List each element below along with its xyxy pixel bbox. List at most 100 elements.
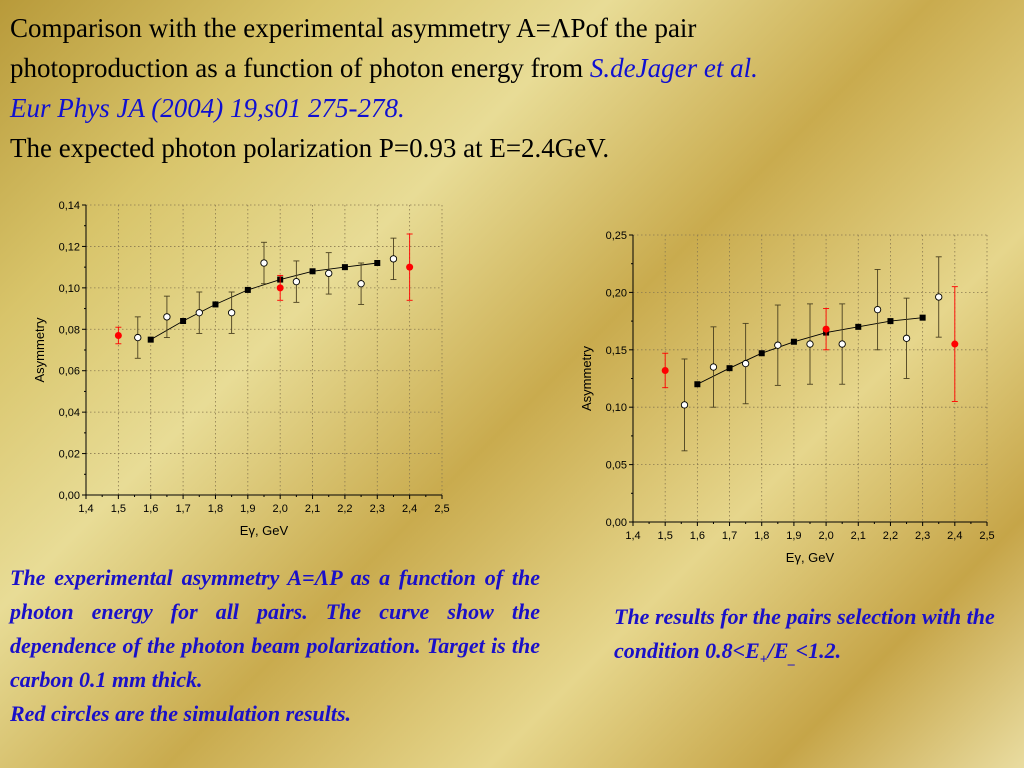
polarization-point <box>244 286 251 293</box>
header-line-1: Comparison with the experimental asymmet… <box>10 13 697 43</box>
x-tick-label: 2,2 <box>883 530 898 542</box>
y-tick-label: 0,20 <box>606 287 627 299</box>
experiment-point <box>357 280 365 288</box>
x-tick-label: 1,8 <box>208 503 223 515</box>
x-axis-title: Eγ, GeV <box>786 550 835 565</box>
x-tick-label: 1,7 <box>722 530 737 542</box>
caption-all-pairs: The experimental asymmetry A=ΛP as a fun… <box>10 561 540 731</box>
experiment-point <box>873 305 882 314</box>
x-tick-label: 1,7 <box>175 503 190 515</box>
polarization-point <box>887 318 894 325</box>
caption-sub-plus: + <box>759 652 768 668</box>
experiment-point <box>806 340 814 348</box>
x-tick-label: 2,4 <box>402 503 417 515</box>
experiment-point <box>935 293 943 301</box>
simulation-point <box>951 340 959 348</box>
x-tick-label: 2,1 <box>305 503 320 515</box>
x-tick-label: 1,5 <box>658 530 673 542</box>
polarization-point <box>147 336 154 343</box>
simulation-point <box>276 284 284 292</box>
y-tick-label: 0,00 <box>606 517 627 529</box>
polarization-point <box>180 318 187 324</box>
experiment-point <box>902 334 911 342</box>
asymmetry-chart-selected-pairs: 1,4 1,5 1,6 1,7 1,8 1,9 2,0 2,1 2,2 2,3 2,4 2,5 0,00… <box>570 222 1010 582</box>
y-tick-label: 0,10 <box>606 402 627 414</box>
reference-journal: Eur Phys JA (2004) 19,s01 275-278. <box>10 93 405 123</box>
simulation-point <box>661 366 669 374</box>
x-tick-label: 2,0 <box>273 503 288 515</box>
x-tick-label: 2,5 <box>434 503 449 515</box>
y-tick-label: 0,15 <box>606 345 627 357</box>
y-axis-title: Asymmetry <box>32 317 47 383</box>
experiment-point <box>680 401 689 409</box>
polarization-point <box>341 264 348 271</box>
asymmetry-chart-all-pairs-svg: 1,4 1,5 1,6 1,7 1,8 1,9 2,0 2,1 2,2 2,3 2,4 2,5 0,00… <box>32 200 450 538</box>
x-tick-label: 2,0 <box>818 530 833 542</box>
simulation-point <box>822 325 830 333</box>
y-tick-label: 0,08 <box>59 324 80 336</box>
polarization-point <box>919 314 926 321</box>
polarization-point <box>374 260 381 266</box>
x-axis-title: Eγ, GeV <box>240 523 289 538</box>
header-line-2-text: photoproduction as a function of photon … <box>10 53 590 83</box>
experiment-point <box>774 341 782 349</box>
x-tick-label: 1,4 <box>625 530 640 542</box>
polarization-point <box>855 323 862 330</box>
experiment-point <box>325 269 333 278</box>
caption-selected-text-c: <1.2. <box>795 638 842 663</box>
x-tick-label: 1,9 <box>786 530 801 542</box>
reference-authors: S.deJager et al. <box>589 53 758 83</box>
x-tick-label: 1,4 <box>78 503 93 515</box>
asymmetry-chart-selected-pairs-svg: 1,4 1,5 1,6 1,7 1,8 1,9 2,0 2,1 2,2 2,3 2,4 2,5 0,00… <box>579 230 995 565</box>
experiment-point <box>195 309 203 317</box>
polarization-point <box>309 268 316 275</box>
experiment-point <box>741 359 750 368</box>
polarization-curve <box>150 262 378 340</box>
y-tick-label: 0,25 <box>606 230 627 242</box>
polarization-point <box>212 301 219 308</box>
x-tick-label: 2,1 <box>851 530 866 542</box>
caption-sub-minus: _ <box>788 652 796 668</box>
x-tick-label: 2,4 <box>947 530 962 542</box>
experiment-point <box>260 259 268 267</box>
polarization-point <box>726 365 733 372</box>
y-tick-label: 0,02 <box>59 449 80 461</box>
caption-selected-pairs: The results for the pairs selection with… <box>614 600 1014 677</box>
slide-header: Comparison with the experimental asymmet… <box>10 8 1010 168</box>
experiment-point <box>389 255 398 263</box>
header-line-2: photoproduction as a function of photon … <box>10 48 1010 88</box>
caption-selected-text-a: The results for the pairs selection with… <box>614 604 995 663</box>
polarization-point <box>790 338 797 345</box>
simulation-point <box>114 332 122 339</box>
x-tick-label: 2,3 <box>370 503 385 515</box>
experiment-point <box>838 340 846 348</box>
y-axis-title: Asymmetry <box>579 346 594 412</box>
experiment-point <box>227 309 236 317</box>
polarization-point <box>758 350 765 357</box>
y-tick-label: 0,10 <box>59 283 80 295</box>
experiment-point <box>163 313 171 321</box>
x-tick-label: 1,8 <box>754 530 769 542</box>
experiment-point <box>134 333 142 342</box>
caption-selected-text-b: /E <box>767 638 789 663</box>
asymmetry-chart-all-pairs: 1,4 1,5 1,6 1,7 1,8 1,9 2,0 2,1 2,2 2,3 2,4 2,5 0,00… <box>20 190 460 550</box>
y-tick-label: 0,00 <box>59 490 80 502</box>
x-tick-label: 2,3 <box>915 530 930 542</box>
y-tick-label: 0,04 <box>59 407 80 419</box>
caption-simulation-note: Red circles are the simulation results. <box>10 701 352 726</box>
header-line-3: The expected photon polarization P=0.93 … <box>10 133 610 163</box>
y-tick-label: 0,12 <box>59 241 80 253</box>
y-tick-label: 0,05 <box>606 460 627 472</box>
y-tick-label: 0,06 <box>59 366 80 378</box>
y-tick-label: 0,14 <box>59 200 80 212</box>
simulation-point <box>406 263 414 271</box>
x-tick-label: 1,5 <box>111 503 126 515</box>
x-tick-label: 1,6 <box>143 503 158 515</box>
experiment-point <box>709 363 718 371</box>
x-tick-label: 2,2 <box>337 503 352 515</box>
x-tick-label: 1,6 <box>690 530 705 542</box>
polarization-point <box>694 381 701 388</box>
caption-all-pairs-text: The experimental asymmetry A=ΛP as a fun… <box>10 565 540 692</box>
x-tick-label: 1,9 <box>240 503 255 515</box>
x-tick-label: 2,5 <box>979 530 994 542</box>
